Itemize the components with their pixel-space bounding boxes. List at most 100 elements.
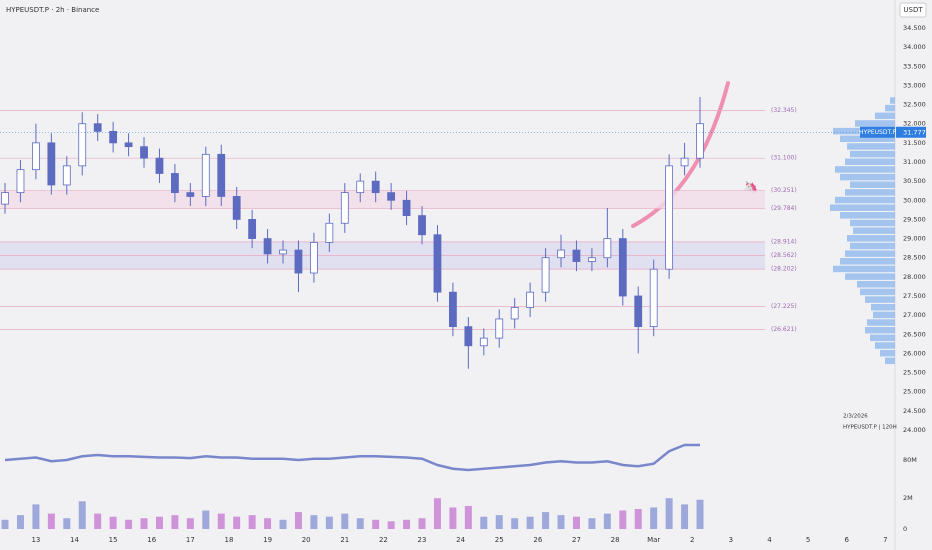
candle-body bbox=[479, 337, 488, 347]
candle-body bbox=[263, 238, 272, 255]
level-label: (31.100) bbox=[771, 155, 797, 162]
profile-bar bbox=[840, 173, 895, 181]
y-tick-label: 32.000 bbox=[903, 120, 926, 128]
candle-body bbox=[340, 192, 349, 224]
y-tick-label: 28.500 bbox=[903, 254, 926, 262]
volume-bar bbox=[171, 515, 179, 529]
y-tick-label: 27.000 bbox=[903, 311, 926, 319]
y-tick-label: 32.500 bbox=[903, 101, 926, 109]
candle-body bbox=[186, 192, 195, 197]
volume-bar bbox=[109, 516, 117, 529]
y-tick-label: 29.500 bbox=[903, 215, 926, 223]
oscillator-line bbox=[4, 443, 701, 472]
profile-bar bbox=[845, 189, 895, 196]
volume-bar bbox=[495, 515, 503, 529]
x-tick-label: 5 bbox=[806, 536, 810, 544]
candle-body bbox=[109, 130, 118, 144]
volume-bar bbox=[310, 515, 318, 529]
candle-body bbox=[248, 219, 257, 239]
osc-tick-label: 80M bbox=[903, 456, 917, 464]
x-tick-label: 13 bbox=[31, 536, 40, 544]
x-tick-label: 7 bbox=[883, 536, 887, 544]
profile-bar bbox=[855, 120, 895, 127]
volume-bar bbox=[403, 519, 411, 529]
level-label: (29.784) bbox=[771, 205, 797, 212]
level-label: (27.225) bbox=[771, 303, 797, 310]
volume-bar bbox=[125, 519, 133, 529]
volume-bar bbox=[341, 513, 349, 529]
candle-body bbox=[93, 123, 102, 132]
volume-bar bbox=[557, 515, 565, 529]
candle-body bbox=[665, 165, 674, 270]
volume-bar bbox=[542, 512, 550, 529]
volume-bar bbox=[634, 509, 642, 529]
volume-bar bbox=[279, 519, 287, 529]
x-tick-label: 21 bbox=[340, 536, 349, 544]
last-price-name: HYPEUSDT.P bbox=[859, 129, 896, 136]
volume-bar bbox=[32, 504, 40, 529]
x-tick-label: 20 bbox=[302, 536, 311, 544]
x-tick-label: 22 bbox=[379, 536, 388, 544]
profile-bar bbox=[857, 281, 895, 288]
x-tick-label: 26 bbox=[533, 536, 542, 544]
volume-bar bbox=[387, 521, 395, 529]
profile-bar bbox=[885, 357, 895, 365]
candle-body bbox=[62, 165, 71, 186]
profile-bar bbox=[847, 235, 895, 242]
volume-bar bbox=[202, 510, 210, 529]
candle-body bbox=[294, 249, 303, 274]
candle-body bbox=[279, 249, 287, 255]
x-tick-label: 19 bbox=[263, 536, 272, 544]
x-tick-label: 27 bbox=[572, 536, 581, 544]
volume-bar bbox=[650, 507, 658, 529]
candle-body bbox=[47, 142, 56, 186]
profile-bar bbox=[850, 181, 895, 188]
volume-bar bbox=[526, 516, 534, 529]
level-label: (28.562) bbox=[771, 252, 797, 259]
y-tick-label: 28.000 bbox=[903, 273, 926, 281]
volume-bar bbox=[155, 516, 163, 529]
profile-bar bbox=[850, 219, 895, 227]
volume-bar bbox=[233, 516, 241, 529]
candle-body bbox=[16, 169, 25, 194]
volume-bar bbox=[63, 518, 71, 529]
y-tick-label: 26.000 bbox=[903, 349, 926, 357]
x-tick-label: 23 bbox=[418, 536, 427, 544]
y-tick-label: 31.000 bbox=[903, 158, 926, 166]
y-tick-label: 34.000 bbox=[903, 43, 926, 51]
y-tick-label: 30.000 bbox=[903, 196, 926, 204]
profile-bar bbox=[890, 97, 895, 104]
candle-body bbox=[402, 199, 411, 217]
profile-bar bbox=[840, 212, 895, 219]
y-tick-label: 30.500 bbox=[903, 177, 926, 185]
candle-body bbox=[433, 234, 442, 293]
volume-bar bbox=[1, 519, 9, 529]
currency-box bbox=[899, 2, 927, 18]
x-tick-label: 24 bbox=[456, 536, 465, 544]
volume-bar bbox=[217, 513, 225, 529]
volume-bar bbox=[696, 499, 704, 529]
x-tick-label: 2 bbox=[690, 536, 694, 544]
profile-bar bbox=[880, 349, 895, 357]
volume-bar bbox=[372, 519, 380, 529]
candle-body bbox=[124, 142, 133, 148]
candle-body bbox=[78, 123, 87, 167]
candle-body bbox=[371, 180, 380, 194]
volume-bar bbox=[681, 504, 689, 529]
candle-body bbox=[696, 123, 704, 159]
x-tick-label: 14 bbox=[70, 536, 79, 544]
candle-body bbox=[495, 318, 504, 339]
x-tick-label: 6 bbox=[845, 536, 850, 544]
info-date: 2/3/2026 bbox=[843, 414, 868, 420]
y-tick-label: 33.000 bbox=[903, 81, 926, 89]
plot-layer: (32.345) (31.100) (30.251) (29.784) (28.914)… bbox=[0, 24, 926, 544]
profile-bar bbox=[847, 143, 895, 150]
volume-bar bbox=[264, 518, 272, 529]
candle-body bbox=[418, 215, 426, 236]
profile-bar bbox=[875, 112, 895, 120]
vol-tick-label: 2M bbox=[903, 494, 913, 502]
candle-body bbox=[356, 180, 365, 194]
vol-tick-label: 0 bbox=[903, 525, 907, 533]
zone bbox=[0, 190, 765, 209]
